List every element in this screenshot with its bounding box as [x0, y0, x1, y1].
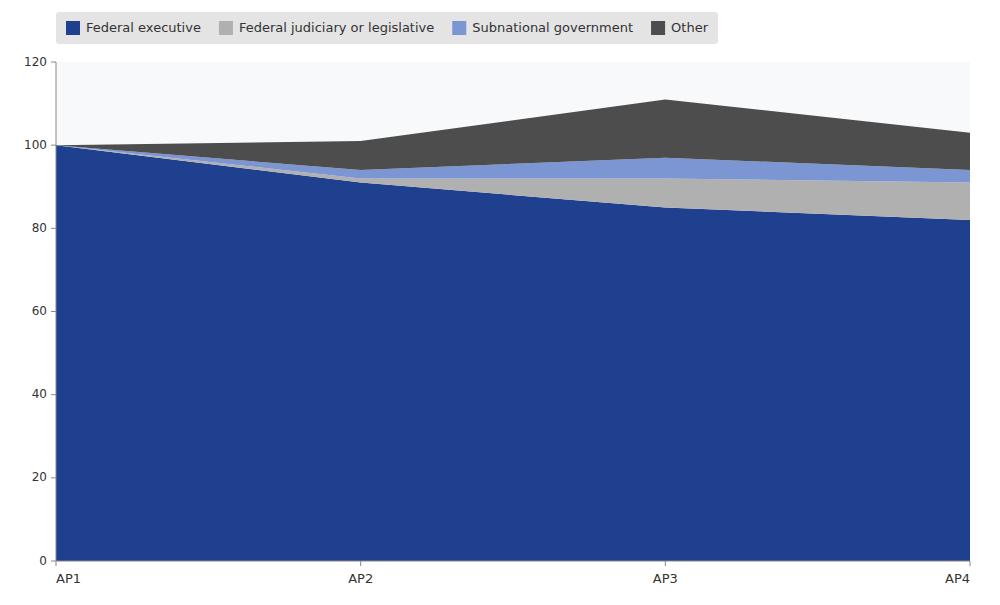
legend-label: Federal executive: [86, 20, 201, 35]
y-tick-label: 60: [32, 304, 47, 318]
y-tick: [51, 145, 56, 146]
legend: Federal executive Federal judiciary or le…: [56, 12, 718, 44]
y-tick: [51, 394, 56, 395]
x-tick-label: AP1: [56, 571, 81, 586]
x-tick: [970, 561, 971, 566]
y-tick-label: 120: [24, 55, 47, 69]
legend-swatch: [651, 21, 665, 35]
y-tick-label: 100: [24, 138, 47, 152]
legend-swatch: [452, 21, 466, 35]
area: [56, 99, 970, 170]
plot-background: [56, 62, 970, 561]
area: [56, 145, 970, 561]
x-tick-label: AP3: [653, 571, 678, 586]
y-tick: [51, 311, 56, 312]
legend-swatch: [219, 21, 233, 35]
y-tick: [51, 62, 56, 63]
y-tick-label: 0: [39, 554, 47, 568]
y-tick: [51, 228, 56, 229]
x-tick-label: AP2: [348, 571, 373, 586]
x-tick: [665, 561, 666, 566]
y-tick-label: 20: [32, 470, 47, 484]
y-tick: [51, 561, 56, 562]
legend-swatch: [66, 21, 80, 35]
legend-label: Federal judiciary or legislative: [239, 20, 434, 35]
areas: [56, 99, 970, 561]
x-tick-label: AP4: [945, 571, 970, 586]
legend-label: Subnational government: [472, 20, 633, 35]
legend-background: [56, 12, 718, 44]
y-tick-label: 40: [32, 387, 47, 401]
x-axis-line: [56, 561, 970, 562]
legend-label: Other: [671, 20, 709, 35]
chart: 0 20 40 60 80 100 120 AP1 AP2 AP3 AP4 Federal execu…: [0, 0, 1000, 605]
x-tick: [56, 561, 57, 566]
x-tick: [360, 561, 361, 566]
y-tick: [51, 477, 56, 478]
y-tick-label: 80: [32, 221, 47, 235]
